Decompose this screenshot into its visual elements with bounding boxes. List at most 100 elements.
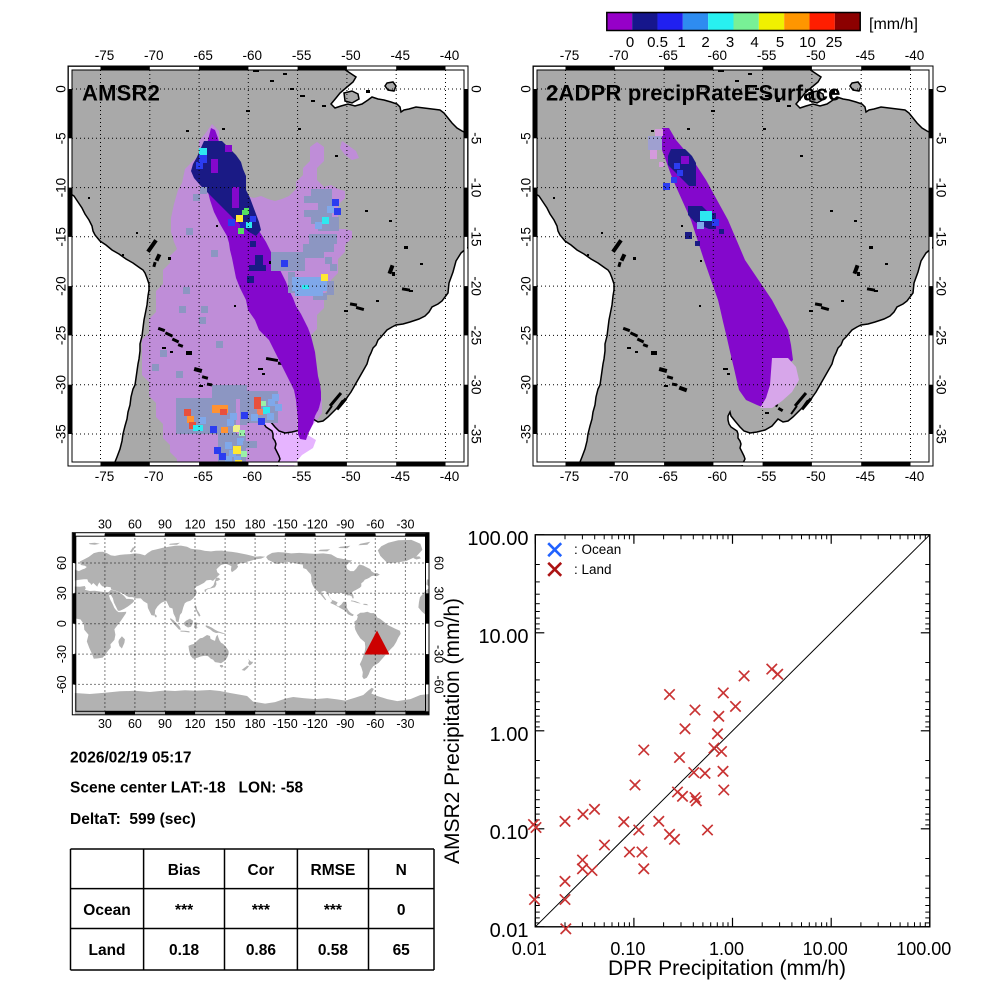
- svg-text:-25: -25: [519, 326, 534, 346]
- svg-text:Ocean: Ocean: [83, 902, 130, 919]
- svg-text:-10: -10: [469, 178, 484, 198]
- svg-text:0: 0: [626, 34, 634, 51]
- svg-text:0.18: 0.18: [169, 942, 200, 959]
- svg-text:-20: -20: [934, 276, 949, 296]
- svg-text:-45: -45: [390, 48, 410, 63]
- svg-text:***: ***: [252, 902, 271, 919]
- svg-text:-75: -75: [95, 469, 115, 484]
- svg-text:-50: -50: [341, 469, 361, 484]
- svg-text:-35: -35: [934, 424, 949, 444]
- svg-text:30: 30: [98, 717, 112, 731]
- svg-text:0.86: 0.86: [246, 942, 277, 959]
- svg-text:-10: -10: [519, 178, 534, 198]
- svg-text:-5: -5: [469, 132, 484, 144]
- svg-text:-50: -50: [806, 48, 826, 63]
- svg-text:Cor: Cor: [248, 862, 275, 879]
- svg-text:-30: -30: [55, 645, 69, 663]
- svg-text:0: 0: [934, 85, 949, 93]
- svg-text:10.00: 10.00: [478, 626, 528, 648]
- svg-text:0: 0: [432, 620, 446, 627]
- svg-text:DPR Precipitation (mm/h): DPR Precipitation (mm/h): [608, 957, 846, 980]
- svg-text:-15: -15: [469, 227, 484, 247]
- svg-text:-30: -30: [432, 645, 446, 663]
- svg-text:65: 65: [393, 942, 411, 959]
- svg-text:-120: -120: [303, 518, 328, 532]
- svg-text:-40: -40: [440, 469, 460, 484]
- svg-text:-75: -75: [560, 48, 580, 63]
- svg-text:0: 0: [519, 85, 534, 93]
- svg-text:-55: -55: [757, 48, 777, 63]
- svg-text:-30: -30: [519, 375, 534, 395]
- svg-text:150: 150: [215, 717, 236, 731]
- svg-text:-45: -45: [855, 48, 875, 63]
- svg-text:1: 1: [677, 34, 685, 51]
- svg-text:N: N: [396, 862, 407, 879]
- svg-text:-15: -15: [54, 227, 69, 247]
- svg-text:AMSR2 Precipitation (mm/h): AMSR2 Precipitation (mm/h): [441, 598, 464, 864]
- svg-text:-55: -55: [292, 469, 312, 484]
- svg-text:60: 60: [55, 556, 69, 570]
- svg-text:-30: -30: [469, 375, 484, 395]
- svg-text:-30: -30: [396, 518, 414, 532]
- svg-text:25: 25: [826, 34, 843, 51]
- svg-text:-50: -50: [341, 48, 361, 63]
- svg-text:0.5: 0.5: [647, 34, 668, 51]
- svg-text:***: ***: [175, 902, 194, 919]
- svg-text:-150: -150: [273, 717, 298, 731]
- svg-text:2: 2: [701, 34, 709, 51]
- svg-text:-65: -65: [193, 469, 213, 484]
- svg-text:100.00: 100.00: [896, 939, 951, 959]
- svg-text:0.58: 0.58: [318, 942, 349, 959]
- svg-text:-20: -20: [519, 276, 534, 296]
- svg-text:90: 90: [158, 518, 172, 532]
- svg-text:3: 3: [726, 34, 734, 51]
- svg-text:0: 0: [55, 620, 69, 627]
- svg-text:30: 30: [55, 586, 69, 600]
- svg-text:30: 30: [98, 518, 112, 532]
- svg-text:10: 10: [799, 34, 816, 51]
- svg-text:-90: -90: [336, 717, 354, 731]
- svg-text:-150: -150: [273, 518, 298, 532]
- svg-text:-40: -40: [905, 469, 925, 484]
- svg-text:AMSR2: AMSR2: [82, 81, 160, 106]
- svg-text:0.10: 0.10: [490, 822, 529, 844]
- svg-text:-75: -75: [95, 48, 115, 63]
- svg-text:60: 60: [432, 556, 446, 570]
- svg-text:-35: -35: [519, 424, 534, 444]
- svg-text:-35: -35: [469, 424, 484, 444]
- svg-text:-20: -20: [54, 276, 69, 296]
- svg-text:RMSE: RMSE: [311, 862, 356, 879]
- svg-text:-40: -40: [905, 48, 925, 63]
- svg-text:Scene center LAT:-18 LON: -5: Scene center LAT:-18 LON: -58: [70, 780, 304, 797]
- svg-text:-55: -55: [292, 48, 312, 63]
- svg-text:-90: -90: [336, 518, 354, 532]
- svg-text:-65: -65: [193, 48, 213, 63]
- svg-text:-5: -5: [934, 132, 949, 144]
- svg-text:-25: -25: [934, 326, 949, 346]
- svg-text:-70: -70: [144, 48, 164, 63]
- svg-text:180: 180: [245, 717, 266, 731]
- svg-text:-15: -15: [519, 227, 534, 247]
- svg-text:-25: -25: [54, 326, 69, 346]
- svg-text:2ADPR precipRateESurface: 2ADPR precipRateESurface: [546, 81, 841, 106]
- svg-text:1.00: 1.00: [490, 724, 529, 746]
- svg-text:60: 60: [128, 717, 142, 731]
- svg-text:-45: -45: [855, 469, 875, 484]
- svg-text:-35: -35: [54, 424, 69, 444]
- svg-text:0.01: 0.01: [490, 920, 529, 942]
- svg-text:-30: -30: [396, 717, 414, 731]
- svg-text:4: 4: [750, 34, 758, 51]
- svg-text:0.10: 0.10: [610, 939, 645, 959]
- svg-text:-75: -75: [560, 469, 580, 484]
- svg-text:-70: -70: [609, 48, 629, 63]
- svg-text:180: 180: [245, 518, 266, 532]
- svg-text:0.01: 0.01: [512, 939, 547, 959]
- svg-text:100.00: 100.00: [467, 528, 528, 550]
- svg-text:-60: -60: [708, 469, 728, 484]
- svg-text:1.00: 1.00: [709, 939, 744, 959]
- svg-text:-60: -60: [432, 675, 446, 693]
- svg-text:-40: -40: [440, 48, 460, 63]
- svg-text:30: 30: [432, 586, 446, 600]
- svg-text:-70: -70: [609, 469, 629, 484]
- svg-text:[mm/h]: [mm/h]: [869, 16, 918, 33]
